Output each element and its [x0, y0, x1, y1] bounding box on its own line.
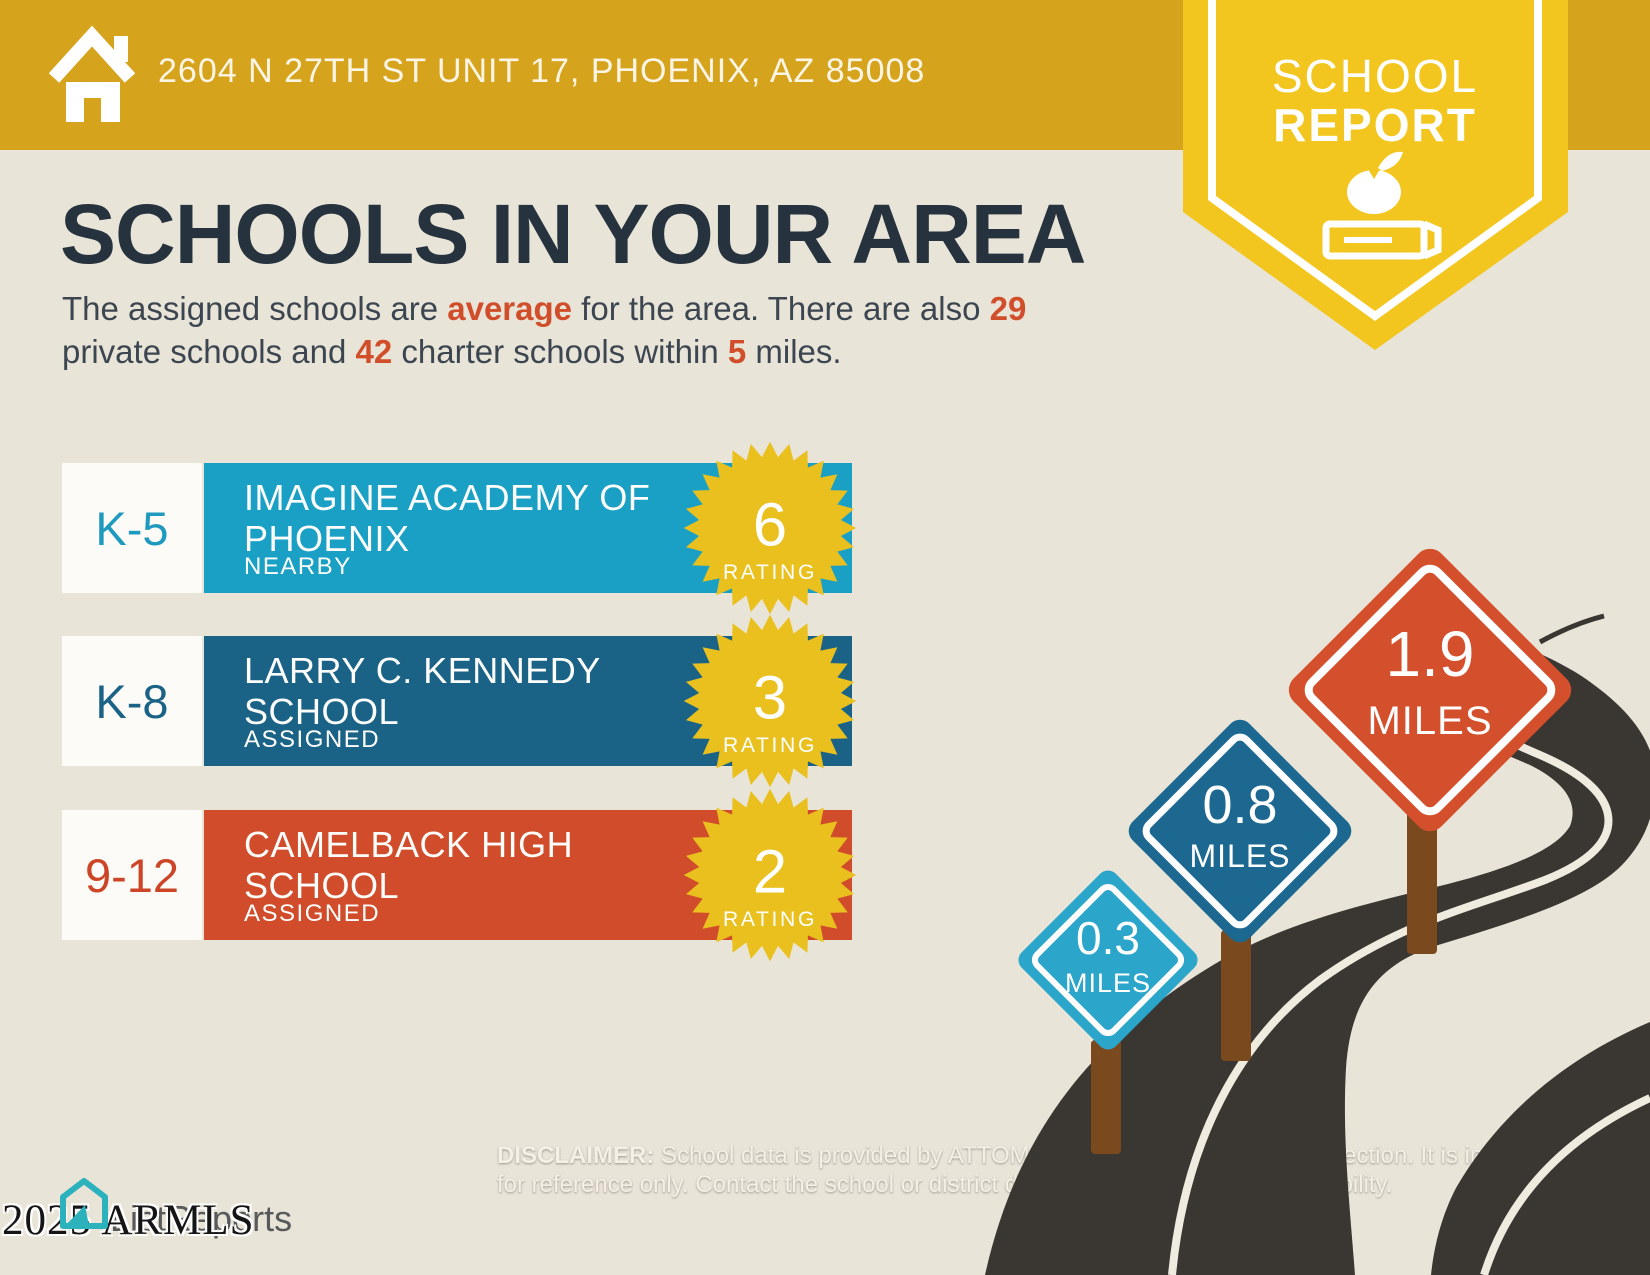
- home-icon: [48, 25, 136, 122]
- sign-unit: MILES: [1065, 968, 1151, 998]
- badge-title-line2: REPORT: [1273, 99, 1477, 151]
- sign-diamond: [1128, 719, 1352, 943]
- school-status: ASSIGNED: [244, 900, 381, 927]
- school-status: NEARBY: [244, 553, 352, 580]
- sign-distance: 0.8: [1202, 775, 1277, 835]
- rating-value: 2: [753, 838, 787, 907]
- sign-unit: MILES: [1367, 699, 1492, 743]
- sign-border: [1142, 733, 1338, 929]
- grade-label: 9-12: [84, 848, 180, 902]
- intro-highlight: 42: [355, 332, 393, 370]
- listreports-logo-icon: [60, 1178, 108, 1229]
- intro-highlight: average: [447, 290, 572, 327]
- rating-burst: 3 RATING: [683, 614, 857, 788]
- burst-shape: [683, 441, 857, 615]
- burst-shape: [683, 788, 857, 962]
- sign-post-mid: [1221, 930, 1251, 1061]
- sign-border: [1304, 564, 1556, 816]
- school-row-elementary: K-5 IMAGINE ACADEMY OF PHOENIX NEARBY 6 …: [62, 441, 862, 615]
- intro-segment: miles.: [746, 332, 842, 370]
- burst-shape: [683, 614, 857, 788]
- rating-burst: 6 RATING: [683, 441, 857, 615]
- road: [985, 628, 1650, 1275]
- rating-burst: 2 RATING: [683, 788, 857, 962]
- rating-value: 6: [753, 491, 787, 560]
- page-title: SCHOOLS IN YOUR AREA: [60, 187, 1086, 281]
- grade-box: K-8: [62, 636, 202, 766]
- rating-value: 3: [753, 664, 787, 733]
- disclaimer-label: DISCLAIMER:: [497, 1142, 655, 1169]
- intro-segment: for the area. There are also: [572, 290, 990, 327]
- sign-post-near: [1091, 1040, 1121, 1154]
- school-status: ASSIGNED: [244, 726, 381, 753]
- sign-distance: 1.9: [1386, 618, 1475, 690]
- property-address: 2604 N 27TH ST UNIT 17, PHOENIX, AZ 8500…: [158, 52, 926, 90]
- apple-icon: [1347, 151, 1403, 214]
- intro-segment: private schools and: [62, 332, 356, 370]
- distance-sign-far: 1.9 MILES: [1288, 548, 1572, 832]
- badge-title-line1: SCHOOL: [1272, 50, 1478, 102]
- sign-unit: MILES: [1189, 838, 1290, 874]
- grade-box: K-5: [62, 463, 202, 593]
- sign-diamond: [1018, 870, 1198, 1050]
- intro-segment: charter schools within: [392, 332, 728, 370]
- horizon-line: [1538, 613, 1605, 645]
- badge-inner-border: [1208, 0, 1542, 321]
- sign-distance: 0.3: [1076, 912, 1140, 964]
- school-name: LARRY C. KENNEDY SCHOOL: [244, 650, 601, 732]
- sign-border: [1031, 883, 1185, 1037]
- listreports-wordmark: ListReports: [110, 1198, 293, 1239]
- sign-post-far: [1407, 810, 1437, 954]
- intro-segment: The assigned schools are: [62, 290, 448, 327]
- school-row-middle: K-8 LARRY C. KENNEDY SCHOOL ASSIGNED 3 R…: [62, 614, 862, 788]
- book-icon: [1322, 220, 1442, 260]
- rating-label: RATING: [723, 561, 817, 584]
- grade-label: K-8: [95, 674, 169, 728]
- sign-diamond: [1288, 548, 1572, 832]
- road-corner-line: [1480, 1094, 1650, 1275]
- rating-label: RATING: [723, 908, 817, 931]
- distance-sign-near: 0.3 MILES: [1018, 870, 1198, 1050]
- grade-label: K-5: [95, 501, 169, 555]
- watermark: 2025 ARMLS: [2, 1197, 255, 1244]
- school-bar: IMAGINE ACADEMY OF PHOENIX NEARBY: [204, 463, 852, 593]
- rating-label: RATING: [723, 734, 817, 757]
- intro-highlight: 29: [989, 290, 1027, 327]
- school-row-high: 9-12 CAMELBACK HIGH SCHOOL ASSIGNED 2 RA…: [62, 788, 862, 962]
- school-name: IMAGINE ACADEMY OF PHOENIX: [244, 477, 651, 559]
- distance-sign-mid: 0.8 MILES: [1128, 719, 1352, 943]
- intro-highlight: 5: [727, 332, 747, 370]
- school-report-badge: SCHOOL REPORT: [1183, 0, 1568, 350]
- road-corner: [1431, 1022, 1650, 1275]
- grade-box: 9-12: [62, 810, 202, 940]
- intro-text: The assigned schools are average for the…: [62, 288, 1112, 374]
- school-name: CAMELBACK HIGH SCHOOL: [244, 824, 574, 906]
